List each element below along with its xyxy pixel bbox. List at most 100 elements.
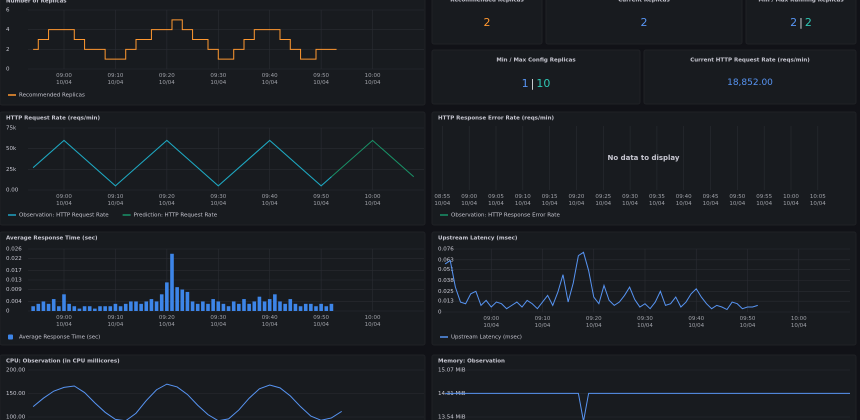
x-tick-label: 09:30 10/04 [622, 194, 639, 207]
stat-panel [545, 0, 743, 45]
y-tick-label: 25k [6, 167, 17, 173]
bar [144, 301, 149, 311]
y-tick-label: 0.004 [6, 299, 22, 305]
bar [123, 303, 128, 311]
bar [149, 299, 154, 311]
x-tick-label: 09:00 10/04 [56, 194, 72, 207]
y-tick-label: 6 [6, 8, 10, 14]
bar [82, 306, 87, 311]
panel-title: Average Response Time (sec) [6, 236, 98, 242]
x-tick-label: 09:10 10/04 [107, 315, 124, 328]
stat-number: 2 [641, 16, 648, 29]
y-tick-label: 0.063 [438, 257, 454, 263]
panel-title: Upstream Latency (msec) [438, 236, 518, 242]
y-tick-label: 15.07 MiB [438, 368, 466, 374]
y-tick-label: 75k [6, 126, 17, 132]
bar [57, 306, 61, 311]
y-tick-label: 0.051 [438, 267, 454, 273]
bar [113, 303, 118, 311]
x-tick-label: 10:00 10/04 [364, 73, 381, 86]
stat-panel [643, 49, 857, 105]
stat-panel [431, 49, 641, 105]
panel [0, 111, 426, 226]
y-tick-label: 13.54 MiB [438, 415, 466, 420]
x-tick-label: 09:40 10/04 [688, 316, 705, 329]
stat-number: 1 [522, 77, 529, 90]
x-tick-label: 10:05 10/04 [809, 194, 826, 207]
series-line [32, 383, 342, 420]
x-tick-label: 09:00 10/04 [461, 194, 478, 207]
legend-label: Observation: HTTP Response Error Rate [451, 213, 560, 219]
bar [288, 299, 293, 311]
panel [431, 111, 857, 226]
series-line [32, 139, 332, 187]
stat-number: 10 [536, 77, 550, 90]
x-tick-label: 09:20 10/04 [585, 316, 602, 329]
x-tick-label: 09:50 10/04 [729, 194, 746, 207]
bar [206, 303, 210, 311]
y-tick-label: 0.009 [6, 287, 22, 293]
x-tick-label: 09:10 10/04 [107, 73, 124, 86]
bar [262, 301, 267, 311]
stat-panel [431, 0, 543, 45]
x-tick-label: 09:15 10/04 [541, 194, 558, 207]
y-tick-label: 200.00 [6, 368, 26, 374]
legend-label: Average Response Time (sec) [19, 335, 100, 341]
bar [247, 303, 251, 311]
bar [118, 306, 123, 311]
x-tick-label: 09:30 10/04 [637, 316, 653, 329]
y-tick-label: 50k [6, 146, 17, 152]
x-tick-label: 09:10 10/04 [534, 316, 551, 329]
stat-separator: | [799, 16, 803, 29]
stat-title: Min / Max Config Replicas [496, 58, 576, 64]
stat-title: Min / Max Running Replicas [758, 0, 844, 4]
y-tick-label: 0.025 [438, 289, 454, 295]
stat-panel [745, 0, 857, 45]
legend-label: Observation: HTTP Request Rate [19, 213, 109, 219]
x-tick-label: 09:05 10/04 [488, 194, 504, 207]
bar [165, 282, 169, 311]
legend-label: Upstream Latency (msec) [451, 335, 522, 341]
y-tick-label: 0.022 [6, 256, 22, 262]
y-tick-label: 150.00 [6, 391, 26, 397]
x-tick-label: 09:50 10/04 [313, 315, 330, 328]
y-tick-label: 2 [6, 47, 10, 53]
bar [190, 301, 195, 311]
y-tick-label: 0.013 [438, 299, 454, 305]
no-data-message: No data to display [608, 154, 680, 162]
bar [31, 306, 35, 311]
panel-title: CPU: Observation (in CPU millicores) [6, 359, 120, 365]
bar [278, 301, 282, 311]
bar [201, 301, 205, 311]
bar [159, 294, 164, 311]
bar [293, 303, 298, 311]
x-tick-label: 09:00 10/04 [483, 316, 500, 329]
y-tick-label: 0.026 [6, 247, 22, 253]
bar [77, 308, 82, 311]
bar [87, 306, 92, 311]
y-tick-label: 0.017 [6, 268, 22, 274]
x-tick-label: 09:40 10/04 [261, 194, 278, 207]
x-tick-label: 08:55 10/04 [434, 194, 451, 207]
bar [242, 299, 246, 311]
panel [431, 354, 857, 420]
stat-number: 2 [805, 16, 812, 29]
bar [103, 306, 107, 311]
y-tick-label: 100.00 [6, 415, 26, 420]
stat-value: 1 | 10 [522, 77, 551, 90]
x-tick-label: 10:00 10/04 [783, 194, 799, 207]
x-tick-label: 09:40 10/04 [261, 73, 278, 86]
x-tick-label: 10:00 10/04 [790, 316, 807, 329]
bar [67, 303, 71, 311]
x-tick-label: 09:30 10/04 [210, 194, 227, 207]
legend-label: Prediction: HTTP Request Rate [134, 213, 218, 219]
panel [0, 231, 426, 346]
bar [257, 296, 262, 311]
x-tick-label: 09:45 10/04 [702, 194, 719, 207]
bar [51, 299, 56, 311]
stat-value: 2 [484, 16, 491, 29]
x-tick-label: 09:20 10/04 [158, 73, 175, 86]
x-tick-label: 09:50 10/04 [739, 316, 756, 329]
